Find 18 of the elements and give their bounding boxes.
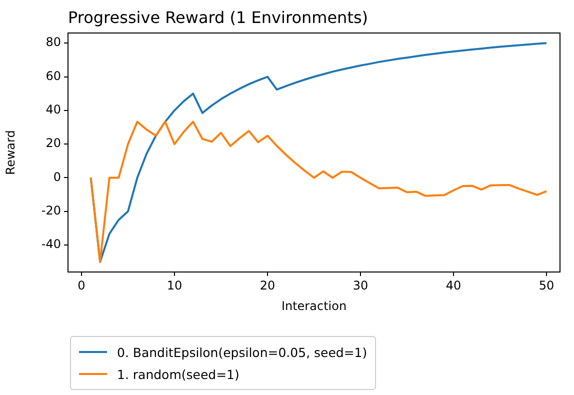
legend-label: 1. random(seed=1) (117, 366, 240, 382)
x-tick-label: 40 (446, 278, 462, 292)
x-tick-label: 30 (352, 278, 368, 292)
y-tick-label: -20 (41, 204, 61, 218)
y-axis-title: Reward (3, 130, 18, 175)
x-tick-label: 50 (538, 278, 554, 292)
legend-label: 0. BanditEpsilon(epsilon=0.05, seed=1) (117, 344, 368, 360)
y-tick-label: 40 (46, 102, 61, 117)
x-tick-label: 0 (78, 278, 86, 292)
y-tick-label: 0 (53, 170, 61, 184)
y-tick-label: 20 (46, 136, 61, 150)
y-tick-label: 60 (46, 68, 61, 83)
y-tick-label: -40 (41, 237, 61, 252)
y-tick-label: 80 (46, 35, 61, 50)
x-tick-label: 10 (166, 278, 182, 292)
x-tick-label: 20 (260, 278, 276, 292)
x-axis-title: Interaction (281, 298, 347, 313)
chart-title: Progressive Reward (1 Environments) (68, 8, 368, 27)
